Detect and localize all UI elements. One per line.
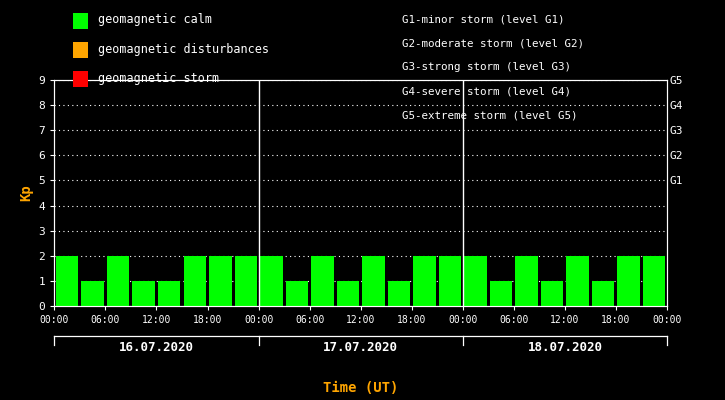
Bar	[592, 281, 614, 306]
Bar	[133, 281, 155, 306]
Bar	[490, 281, 513, 306]
Bar	[107, 256, 130, 306]
Bar	[235, 256, 257, 306]
Bar	[209, 256, 231, 306]
Bar	[56, 256, 78, 306]
Text: geomagnetic calm: geomagnetic calm	[98, 14, 212, 26]
Text: G1-minor storm (level G1): G1-minor storm (level G1)	[402, 14, 565, 24]
Y-axis label: Kp: Kp	[19, 185, 33, 201]
Bar	[541, 281, 563, 306]
Text: geomagnetic disturbances: geomagnetic disturbances	[98, 43, 269, 56]
Bar	[566, 256, 589, 306]
Bar	[643, 256, 666, 306]
Bar	[618, 256, 640, 306]
Text: G4-severe storm (level G4): G4-severe storm (level G4)	[402, 86, 571, 96]
Bar	[158, 281, 181, 306]
Bar	[515, 256, 538, 306]
Text: Time (UT): Time (UT)	[323, 381, 398, 395]
Bar	[81, 281, 104, 306]
Bar	[183, 256, 206, 306]
Bar	[286, 281, 308, 306]
Text: 17.07.2020: 17.07.2020	[323, 341, 398, 354]
Text: G2-moderate storm (level G2): G2-moderate storm (level G2)	[402, 38, 584, 48]
Text: geomagnetic storm: geomagnetic storm	[98, 72, 219, 85]
Bar	[388, 281, 410, 306]
Bar	[464, 256, 486, 306]
Text: G3-strong storm (level G3): G3-strong storm (level G3)	[402, 62, 571, 72]
Bar	[311, 256, 334, 306]
Text: G5-extreme storm (level G5): G5-extreme storm (level G5)	[402, 110, 578, 120]
Bar	[439, 256, 461, 306]
Bar	[362, 256, 385, 306]
Text: 16.07.2020: 16.07.2020	[119, 341, 194, 354]
Bar	[336, 281, 359, 306]
Bar	[260, 256, 283, 306]
Text: 18.07.2020: 18.07.2020	[527, 341, 602, 354]
Bar	[413, 256, 436, 306]
